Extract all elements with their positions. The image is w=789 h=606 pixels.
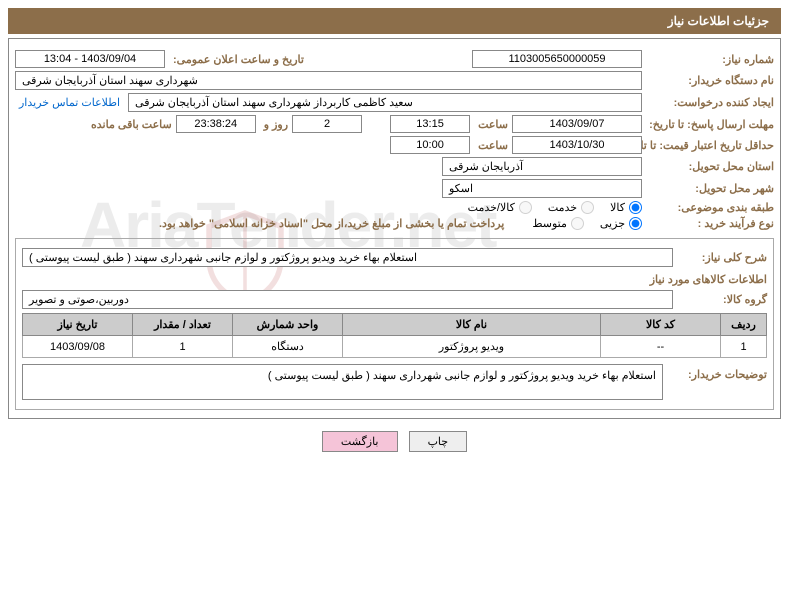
days-and-label: روز و <box>260 118 288 131</box>
remaining-label: ساعت باقی مانده <box>87 118 172 131</box>
radio-goods-service-label: کالا/خدمت <box>468 201 515 214</box>
row-city: شهر محل تحویل: اسکو <box>15 179 774 198</box>
main-panel: شماره نیاز: 1103005650000059 تاریخ و ساع… <box>8 38 781 419</box>
process-label: نوع فرآیند خرید : <box>646 217 774 230</box>
th-row: ردیف <box>721 314 767 336</box>
row-province: استان محل تحویل: آذربایجان شرقی <box>15 157 774 176</box>
validity-date: 1403/10/30 <box>512 136 642 154</box>
group-label: گروه کالا: <box>677 293 767 306</box>
hour-label-2: ساعت <box>474 139 508 152</box>
cell-date: 1403/09/08 <box>23 336 133 358</box>
row-need-number: شماره نیاز: 1103005650000059 تاریخ و ساع… <box>15 50 774 68</box>
radio-goods[interactable]: کالا <box>610 201 642 214</box>
need-no-value: 1103005650000059 <box>472 50 642 68</box>
contact-link[interactable]: اطلاعات تماس خریدار <box>15 96 124 109</box>
buyer-notes-label: توضیحات خریدار: <box>667 364 767 381</box>
radio-goods-label: کالا <box>610 201 625 214</box>
creator-label: ایجاد کننده درخواست: <box>646 96 774 109</box>
radio-medium[interactable]: متوسط <box>532 217 584 230</box>
radio-service-label: خدمت <box>548 201 577 214</box>
group-value: دوربین،صوتی و تصویر <box>22 290 673 309</box>
radio-small-label: جزیی <box>600 217 625 230</box>
summary-value: استعلام بهاء خرید ویدیو پروژکتور و لوازم… <box>22 248 673 267</box>
payment-note: پرداخت تمام یا بخشی از مبلغ خرید،از محل … <box>159 217 504 230</box>
table-row: 1 -- ویدیو پروژکتور دستگاه 1 1403/09/08 <box>23 336 767 358</box>
category-label: طبقه بندی موضوعی: <box>646 201 774 214</box>
days-value: 2 <box>292 115 362 133</box>
summary-label: شرح کلی نیاز: <box>677 251 767 264</box>
validity-label: حداقل تاریخ اعتبار قیمت: تا تاریخ: <box>646 139 774 152</box>
radio-goods-service-input[interactable] <box>519 201 532 214</box>
countdown-value: 23:38:24 <box>176 115 256 133</box>
details-panel: شرح کلی نیاز: استعلام بهاء خرید ویدیو پر… <box>15 238 774 410</box>
validity-time: 10:00 <box>390 136 470 154</box>
cell-row: 1 <box>721 336 767 358</box>
button-row: چاپ بازگشت <box>0 423 789 460</box>
row-buyer-org: نام دستگاه خریدار: شهرداری سهند استان آذ… <box>15 71 774 90</box>
buyer-notes-value: استعلام بهاء خرید ویدیو پروژکتور و لوازم… <box>22 364 663 400</box>
deadline-label: مهلت ارسال پاسخ: تا تاریخ: <box>646 118 774 131</box>
buyer-org-label: نام دستگاه خریدار: <box>646 74 774 87</box>
buyer-org-value: شهرداری سهند استان آذربایجان شرقی <box>15 71 642 90</box>
city-label: شهر محل تحویل: <box>646 182 774 195</box>
radio-service[interactable]: خدمت <box>548 201 594 214</box>
panel-title: جزئیات اطلاعات نیاز <box>668 14 769 28</box>
row-summary: شرح کلی نیاز: استعلام بهاء خرید ویدیو پر… <box>22 248 767 267</box>
cell-unit: دستگاه <box>233 336 343 358</box>
radio-medium-input[interactable] <box>571 217 584 230</box>
th-name: نام کالا <box>343 314 601 336</box>
cell-code: -- <box>601 336 721 358</box>
row-process: نوع فرآیند خرید : جزیی متوسط پرداخت تمام… <box>15 217 774 230</box>
announce-label: تاریخ و ساعت اعلان عمومی: <box>169 53 304 66</box>
deadline-date: 1403/09/07 <box>512 115 642 133</box>
radio-medium-label: متوسط <box>532 217 567 230</box>
announce-value: 1403/09/04 - 13:04 <box>15 50 165 68</box>
th-date: تاریخ نیاز <box>23 314 133 336</box>
row-buyer-notes: توضیحات خریدار: استعلام بهاء خرید ویدیو … <box>22 364 767 400</box>
deadline-time: 13:15 <box>390 115 470 133</box>
category-radio-group: کالا خدمت کالا/خدمت <box>468 201 642 214</box>
creator-value: سعید کاظمی کاربرداز شهرداری سهند استان آ… <box>128 93 642 112</box>
radio-goods-input[interactable] <box>629 201 642 214</box>
items-section-title: اطلاعات کالاهای مورد نیاز <box>22 273 767 286</box>
row-creator: ایجاد کننده درخواست: سعید کاظمی کاربرداز… <box>15 93 774 112</box>
hour-label-1: ساعت <box>474 118 508 131</box>
radio-goods-service[interactable]: کالا/خدمت <box>468 201 532 214</box>
cell-qty: 1 <box>133 336 233 358</box>
city-value: اسکو <box>442 179 642 198</box>
back-button[interactable]: بازگشت <box>322 431 398 452</box>
th-unit: واحد شمارش <box>233 314 343 336</box>
radio-small-input[interactable] <box>629 217 642 230</box>
panel-header: جزئیات اطلاعات نیاز <box>8 8 781 34</box>
need-no-label: شماره نیاز: <box>646 53 774 66</box>
th-qty: تعداد / مقدار <box>133 314 233 336</box>
th-code: کد کالا <box>601 314 721 336</box>
row-validity: حداقل تاریخ اعتبار قیمت: تا تاریخ: 1403/… <box>15 136 774 154</box>
radio-small[interactable]: جزیی <box>600 217 642 230</box>
row-deadline: مهلت ارسال پاسخ: تا تاریخ: 1403/09/07 سا… <box>15 115 774 133</box>
row-group: گروه کالا: دوربین،صوتی و تصویر <box>22 290 767 309</box>
province-value: آذربایجان شرقی <box>442 157 642 176</box>
cell-name: ویدیو پروژکتور <box>343 336 601 358</box>
table-header-row: ردیف کد کالا نام کالا واحد شمارش تعداد /… <box>23 314 767 336</box>
row-category: طبقه بندی موضوعی: کالا خدمت کالا/خدمت <box>15 201 774 214</box>
radio-service-input[interactable] <box>581 201 594 214</box>
province-label: استان محل تحویل: <box>646 160 774 173</box>
process-radio-group: جزیی متوسط <box>532 217 642 230</box>
print-button[interactable]: چاپ <box>409 431 468 452</box>
items-table: ردیف کد کالا نام کالا واحد شمارش تعداد /… <box>22 313 767 358</box>
